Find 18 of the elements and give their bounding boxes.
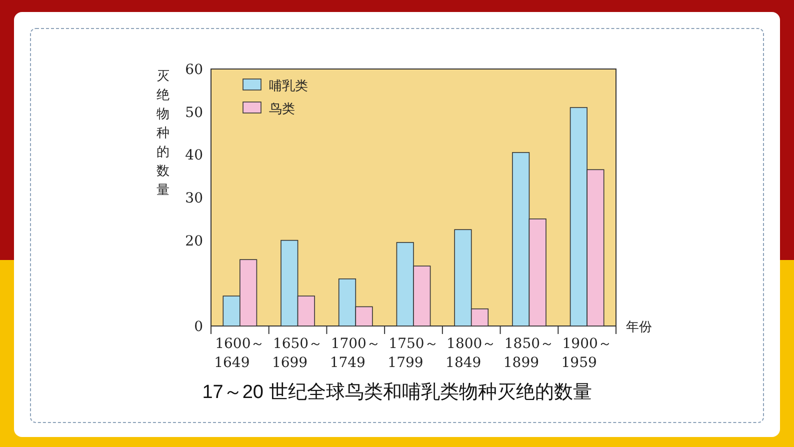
y-tick-label: 30 [185, 190, 203, 206]
x-tick-label: 1700～1749 [330, 336, 380, 371]
text: 17～20 世纪全球鸟类和哺乳类物种灭绝的数量 [202, 382, 592, 403]
x-tick-label: 1600～1649 [214, 336, 265, 371]
x-tick-label: 1800～1849 [446, 336, 496, 371]
x-tick-label: 1650～1699 [272, 336, 323, 371]
y-tick-label: 60 [185, 62, 203, 78]
y-axis-title: 灭绝物种的数量 [156, 68, 170, 197]
legend-label: 鸟类 [269, 101, 295, 116]
y-tick-label: 20 [185, 233, 203, 250]
x-tick-label: 1900～1959 [561, 336, 612, 371]
y-tick-label: 50 [185, 104, 203, 121]
y-tick-label: 40 [185, 148, 203, 164]
y-tick-label: 0 [194, 319, 203, 335]
legend-label: 哺乳类 [269, 78, 308, 93]
x-axis-title: 年份 [626, 319, 652, 334]
x-tick-label: 1750～1799 [388, 336, 438, 371]
x-tick-label: 1850～1899 [503, 336, 554, 371]
